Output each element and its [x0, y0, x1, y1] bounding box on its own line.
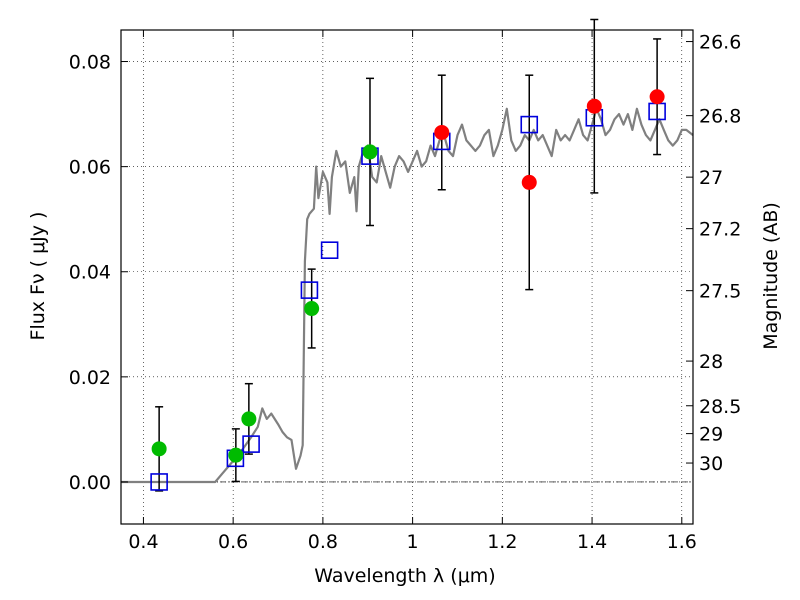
plot-frame [120, 29, 694, 525]
photometry-point [151, 441, 167, 457]
model-square-marker [150, 473, 168, 491]
y2-tick-label: 30 [699, 453, 723, 475]
y2-tick-label: 28 [699, 351, 723, 373]
y-tick-label: 0.08 [69, 52, 111, 74]
x-tick-label: 0.6 [218, 531, 248, 553]
y-tick-label: 0.04 [69, 262, 111, 284]
x-tick-label: 0.8 [308, 531, 338, 553]
model-spectrum-line [121, 107, 694, 484]
x-tick-label: 1.2 [487, 531, 517, 553]
y2-tick-label: 26.8 [699, 106, 741, 128]
y-tick-label: 0.06 [69, 157, 111, 179]
x-tick-label: 1.6 [667, 531, 697, 553]
x-tick-label: 1 [407, 531, 419, 553]
y-tick-label: 0.00 [69, 472, 111, 494]
photometry-point [649, 89, 665, 105]
photometry-point [586, 98, 602, 114]
y2-tick-label: 28.5 [699, 396, 741, 418]
model-square-marker [300, 281, 319, 299]
y2-tick-label: 26.6 [699, 32, 741, 54]
tick-layer: 0.4 0.6 0.8 1 1.2 1.4 1.6 0.00 0.02 0.04 0.06 0.08 2… [69, 30, 741, 553]
x-tick-label: 0.4 [128, 531, 158, 553]
y2-tick-label: 27 [699, 167, 723, 189]
photometry-point [241, 411, 257, 427]
photometry-point [362, 144, 378, 160]
photometry-point [434, 124, 450, 140]
y-axis-label: Flux Fν ( μJy ) [27, 212, 49, 341]
x-tick-label: 1.4 [577, 531, 607, 553]
marker-layer [150, 89, 666, 491]
model-square-marker [520, 115, 539, 134]
y2-tick-label: 27.2 [699, 219, 741, 241]
photometry-point [521, 174, 537, 190]
axes-layer [120, 29, 694, 525]
photometry-point [304, 301, 320, 317]
y-tick-label: 0.02 [69, 367, 111, 389]
y2-axis-label: Magnitude (AB) [760, 202, 782, 350]
y2-tick-label: 29 [699, 424, 723, 446]
y2-tick-label: 27.5 [699, 281, 741, 303]
model-curve-layer [121, 107, 694, 484]
model-square-marker [242, 435, 260, 453]
model-square-marker [320, 241, 339, 259]
photometry-point [228, 447, 244, 463]
x-axis-label: Wavelength λ (μm) [314, 565, 495, 587]
